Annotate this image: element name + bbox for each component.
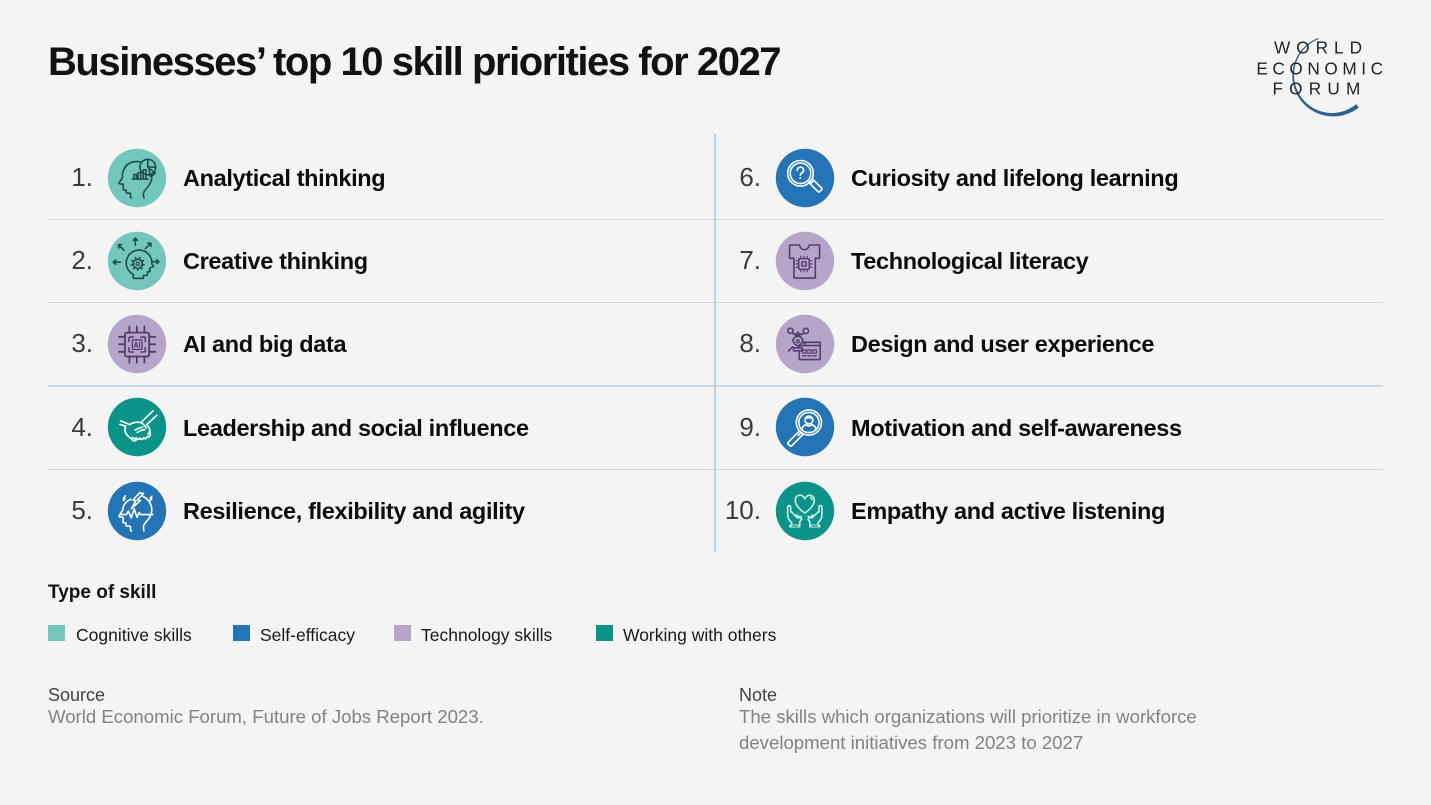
svg-text:FORUM: FORUM xyxy=(1272,78,1366,98)
svg-text:ECONOMIC: ECONOMIC xyxy=(1256,58,1387,78)
svg-text:WORLD: WORLD xyxy=(1274,38,1368,58)
